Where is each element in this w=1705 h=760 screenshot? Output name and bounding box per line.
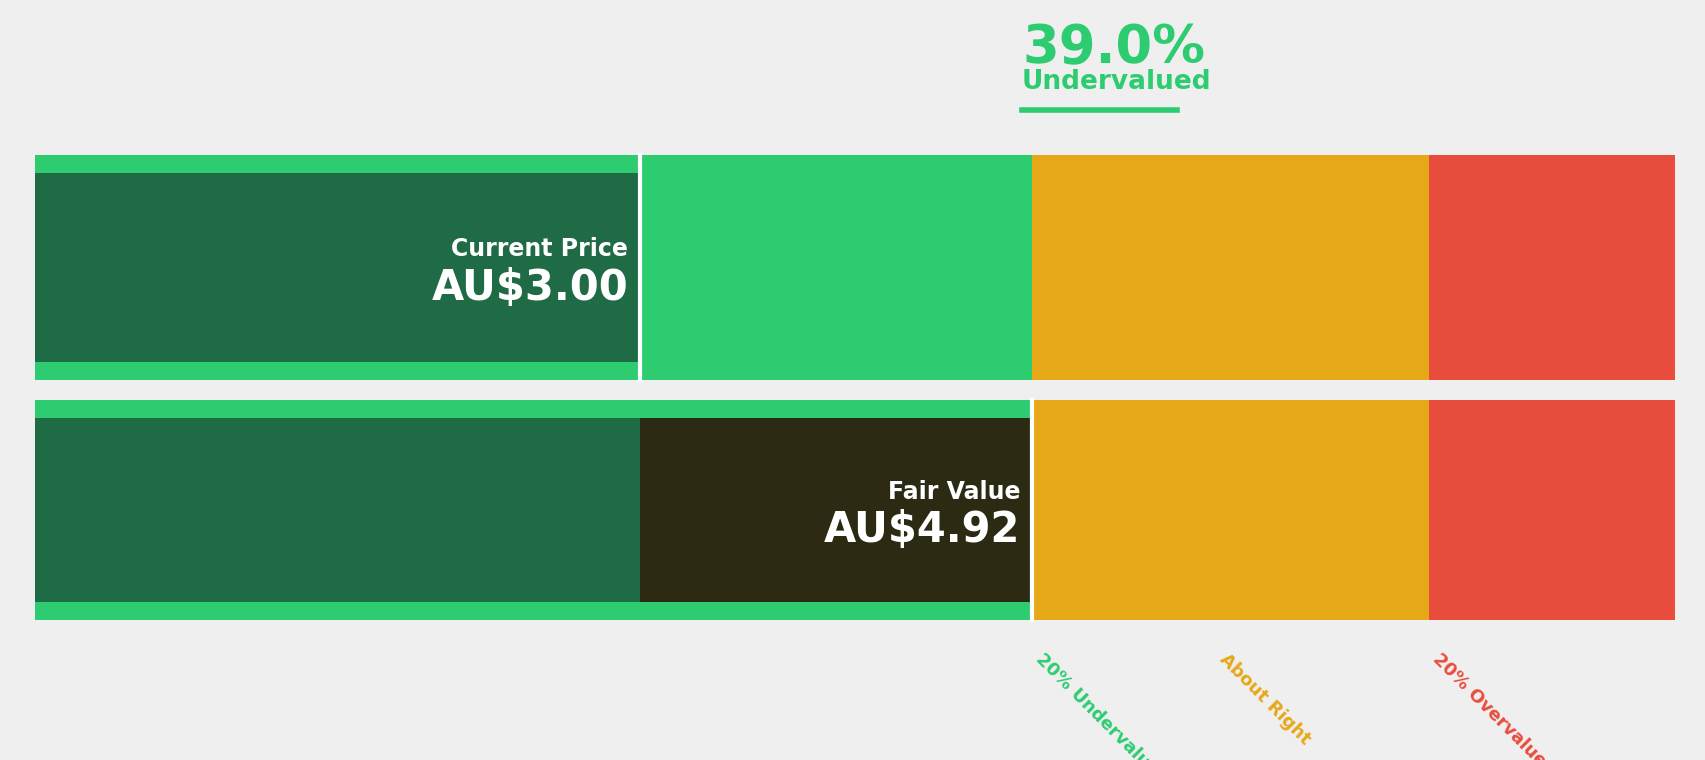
Text: 20% Overvalued: 20% Overvalued xyxy=(1429,650,1558,760)
Bar xyxy=(1429,400,1674,620)
Bar xyxy=(36,173,639,362)
Bar xyxy=(36,400,1032,620)
Text: Current Price: Current Price xyxy=(452,237,627,261)
Text: About Right: About Right xyxy=(1216,650,1313,748)
Bar xyxy=(1032,155,1216,380)
Text: AU$4.92: AU$4.92 xyxy=(824,509,1020,551)
Bar xyxy=(639,418,1032,602)
Text: Undervalued: Undervalued xyxy=(1021,69,1211,95)
Text: 39.0%: 39.0% xyxy=(1021,22,1204,74)
Bar xyxy=(1216,400,1429,620)
Text: 20% Undervalued: 20% Undervalued xyxy=(1032,650,1170,760)
Bar xyxy=(36,418,1032,602)
Bar xyxy=(1216,155,1429,380)
Text: Fair Value: Fair Value xyxy=(887,480,1020,504)
Bar xyxy=(36,155,1032,380)
Bar xyxy=(1429,155,1674,380)
Bar xyxy=(1032,400,1216,620)
Text: AU$3.00: AU$3.00 xyxy=(431,267,627,309)
